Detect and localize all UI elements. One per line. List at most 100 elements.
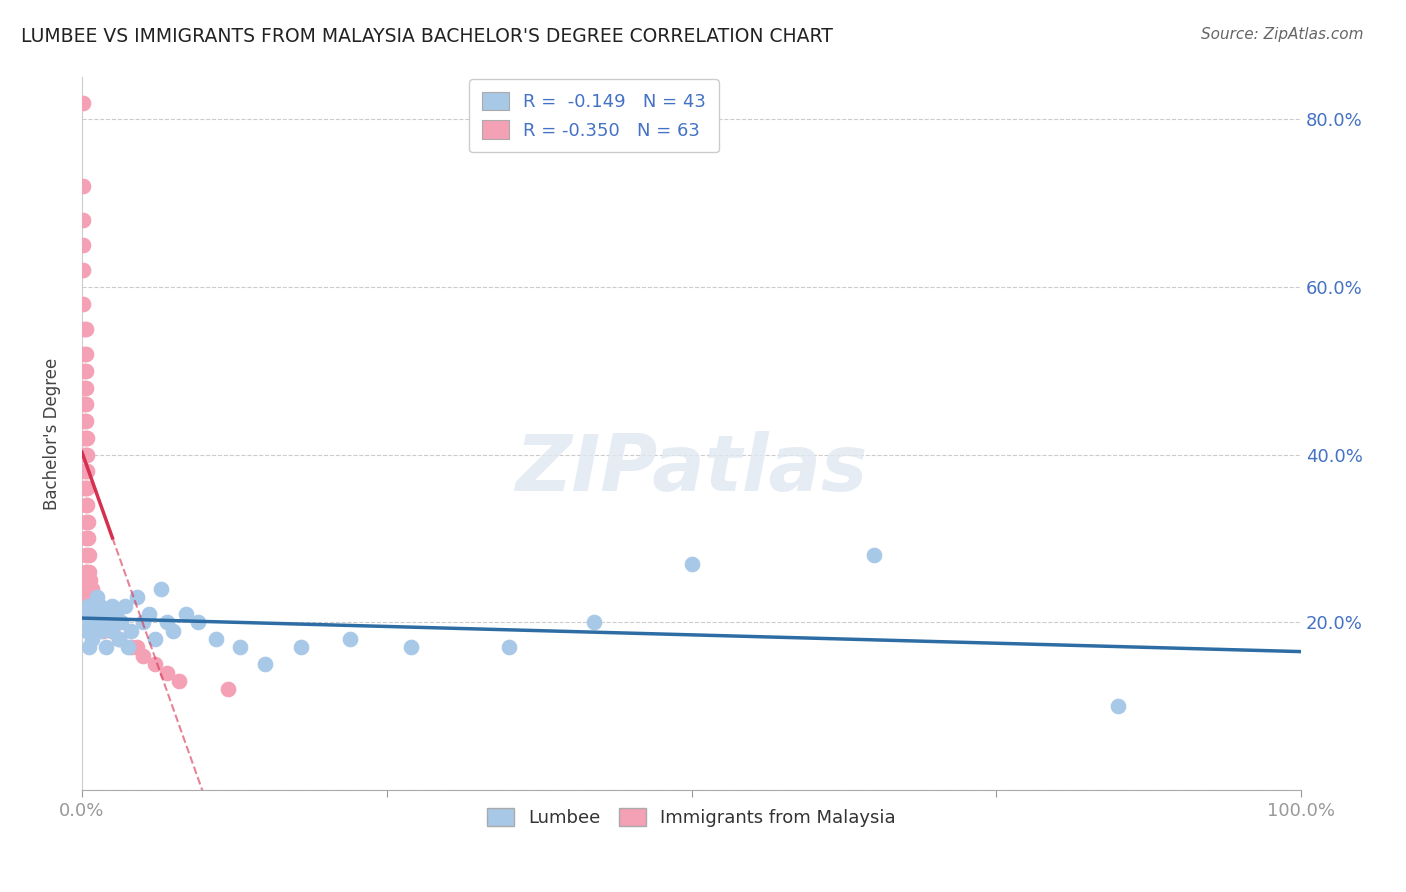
Point — [1107, 699, 1129, 714]
Point — [73, 347, 96, 361]
Point — [97, 615, 120, 630]
Point — [162, 624, 184, 638]
Legend: Lumbee, Immigrants from Malaysia: Lumbee, Immigrants from Malaysia — [479, 800, 903, 834]
Point — [73, 381, 96, 395]
Point — [76, 431, 98, 445]
Point — [105, 607, 128, 621]
Y-axis label: Bachelor's Degree: Bachelor's Degree — [44, 358, 60, 510]
Point — [205, 632, 228, 646]
Point — [253, 657, 276, 672]
Point — [89, 599, 111, 613]
Point — [77, 548, 100, 562]
Point — [132, 615, 155, 630]
Point — [79, 615, 101, 630]
Point — [107, 632, 129, 646]
Point — [75, 322, 97, 336]
Point — [77, 640, 100, 655]
Point — [77, 515, 100, 529]
Point — [75, 548, 97, 562]
Point — [75, 397, 97, 411]
Point — [75, 381, 97, 395]
Point — [93, 607, 115, 621]
Point — [174, 607, 197, 621]
Point — [76, 498, 98, 512]
Point — [82, 607, 104, 621]
Point — [498, 640, 520, 655]
Point — [290, 640, 312, 655]
Point — [84, 607, 107, 621]
Point — [169, 673, 191, 688]
Point — [339, 632, 361, 646]
Point — [80, 632, 103, 646]
Point — [110, 615, 132, 630]
Point — [132, 648, 155, 663]
Point — [399, 640, 422, 655]
Point — [143, 632, 166, 646]
Point — [75, 574, 97, 588]
Point — [76, 448, 98, 462]
Point — [101, 599, 124, 613]
Point — [77, 565, 100, 579]
Point — [187, 615, 209, 630]
Point — [150, 582, 173, 596]
Point — [87, 615, 110, 630]
Point — [73, 364, 96, 378]
Point — [97, 615, 120, 630]
Point — [117, 640, 139, 655]
Point — [75, 498, 97, 512]
Point — [73, 481, 96, 495]
Point — [75, 565, 97, 579]
Point — [75, 364, 97, 378]
Point — [75, 481, 97, 495]
Point — [72, 263, 94, 277]
Point — [120, 640, 142, 655]
Point — [89, 615, 111, 630]
Point — [91, 624, 114, 638]
Point — [217, 682, 239, 697]
Point — [75, 582, 97, 596]
Text: ZIPatlas: ZIPatlas — [516, 432, 868, 508]
Point — [72, 179, 94, 194]
Point — [96, 607, 118, 621]
Point — [75, 532, 97, 546]
Point — [138, 607, 160, 621]
Point — [101, 624, 124, 638]
Point — [156, 615, 179, 630]
Point — [73, 322, 96, 336]
Text: Source: ZipAtlas.com: Source: ZipAtlas.com — [1201, 27, 1364, 42]
Point — [72, 95, 94, 110]
Point — [83, 599, 105, 613]
Point — [582, 615, 605, 630]
Point — [72, 238, 94, 252]
Point — [86, 599, 108, 613]
Point — [75, 515, 97, 529]
Point — [229, 640, 252, 655]
Point — [143, 657, 166, 672]
Point — [73, 448, 96, 462]
Point — [76, 464, 98, 478]
Point — [73, 431, 96, 445]
Point — [114, 599, 136, 613]
Point — [76, 624, 98, 638]
Point — [86, 590, 108, 604]
Point — [107, 632, 129, 646]
Point — [77, 599, 100, 613]
Point — [77, 532, 100, 546]
Point — [75, 607, 97, 621]
Point — [75, 464, 97, 478]
Point — [125, 640, 148, 655]
Point — [120, 624, 142, 638]
Point — [73, 464, 96, 478]
Point — [80, 582, 103, 596]
Point — [75, 347, 97, 361]
Point — [83, 624, 105, 638]
Point — [863, 548, 886, 562]
Point — [75, 448, 97, 462]
Point — [73, 397, 96, 411]
Point — [75, 414, 97, 428]
Point — [96, 640, 118, 655]
Point — [681, 557, 703, 571]
Point — [75, 431, 97, 445]
Point — [156, 665, 179, 680]
Text: LUMBEE VS IMMIGRANTS FROM MALAYSIA BACHELOR'S DEGREE CORRELATION CHART: LUMBEE VS IMMIGRANTS FROM MALAYSIA BACHE… — [21, 27, 832, 45]
